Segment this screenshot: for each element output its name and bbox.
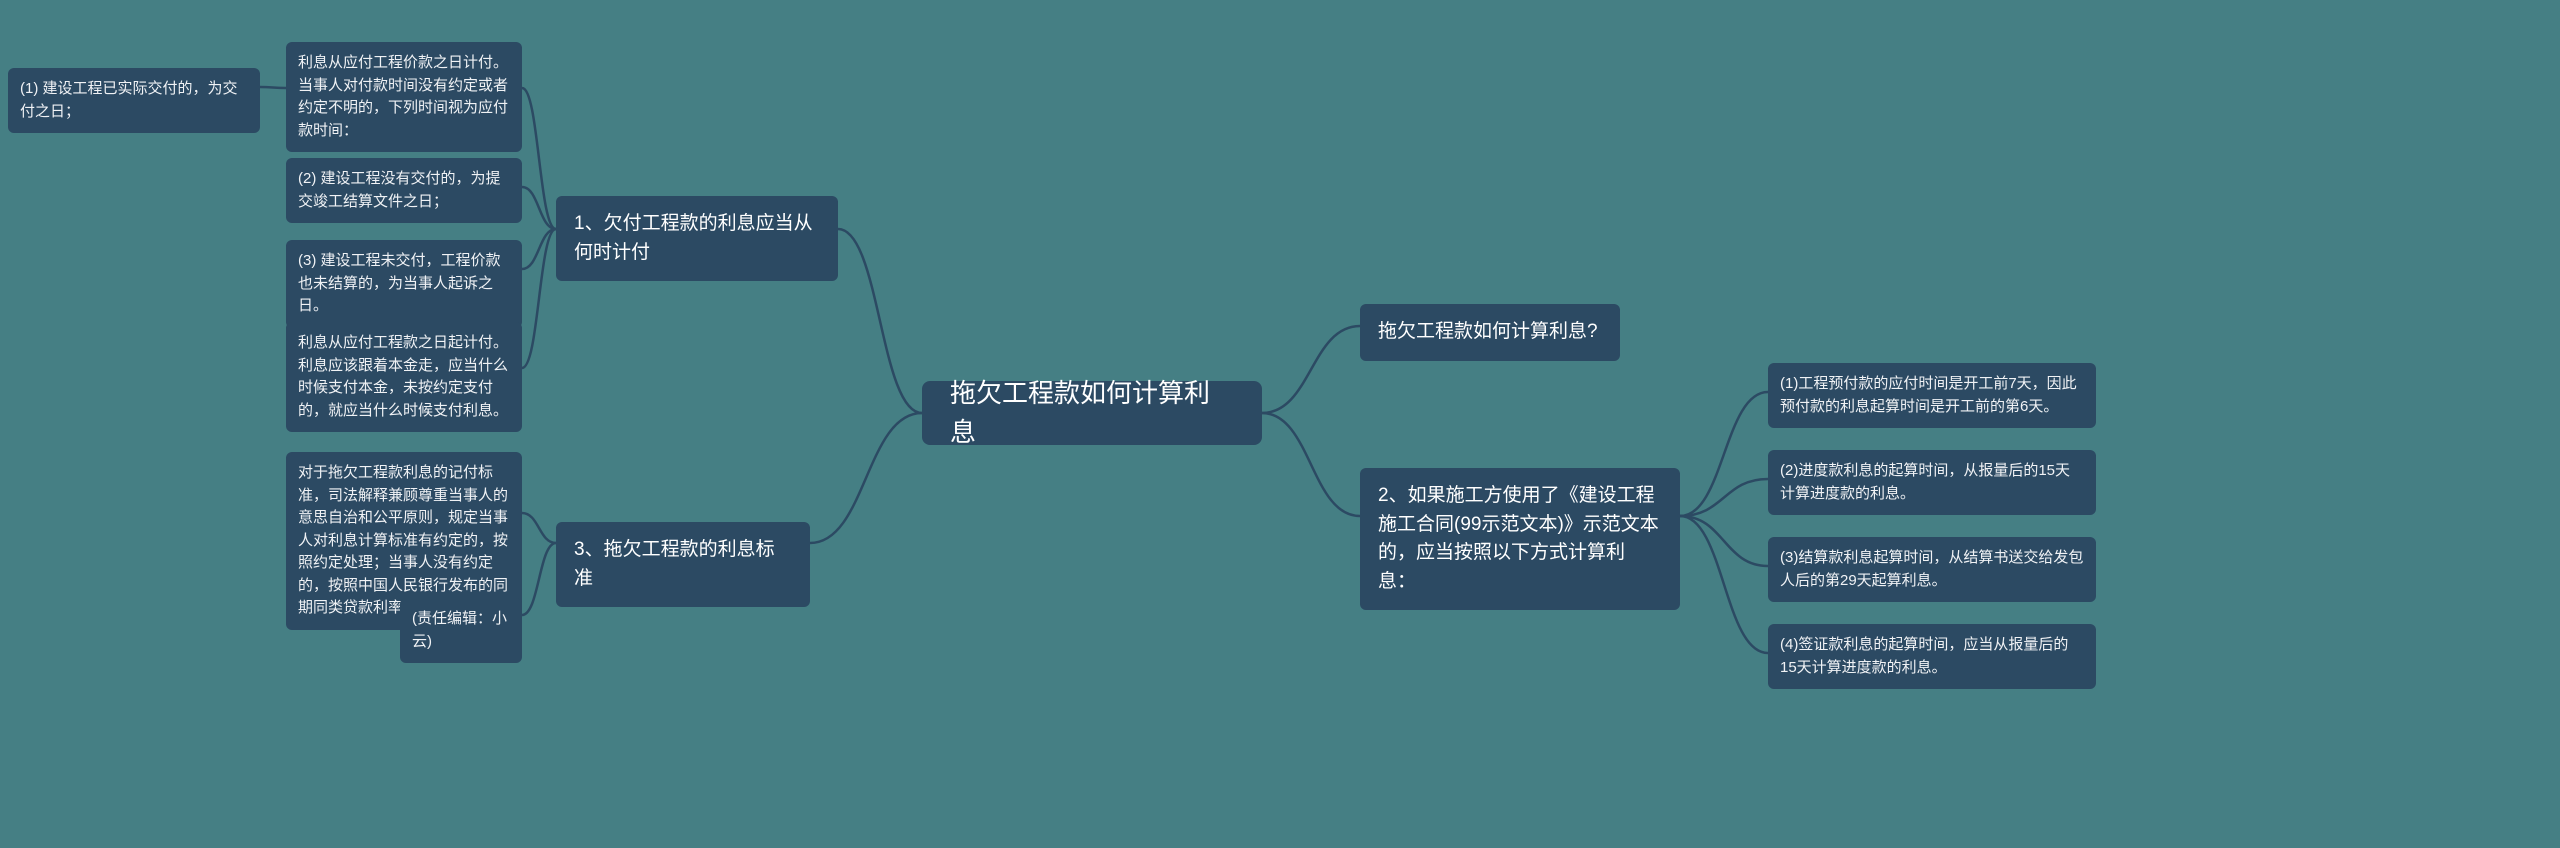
mindmap-node: 3、拖欠工程款的利息标准 (556, 522, 810, 607)
mindmap-node: (责任编辑：小云) (400, 598, 522, 663)
mindmap-node: (2) 建设工程没有交付的，为提交竣工结算文件之日； (286, 158, 522, 223)
mindmap-node: (1)工程预付款的应付时间是开工前7天，因此预付款的利息起算时间是开工前的第6天… (1768, 363, 2096, 428)
mindmap-node: (3)结算款利息起算时间，从结算书送交给发包人后的第29天起算利息。 (1768, 537, 2096, 602)
mindmap-node: (1) 建设工程已实际交付的，为交付之日； (8, 68, 260, 133)
mindmap-node: (3) 建设工程未交付，工程价款也未结算的，为当事人起诉之日。 (286, 240, 522, 328)
mindmap-node: (2)进度款利息的起算时间，从报量后的15天计算进度款的利息。 (1768, 450, 2096, 515)
root-node: 拖欠工程款如何计算利息 (922, 381, 1262, 445)
mindmap-node: 拖欠工程款如何计算利息? (1360, 304, 1620, 361)
mindmap-node: (4)签证款利息的起算时间，应当从报量后的15天计算进度款的利息。 (1768, 624, 2096, 689)
mindmap-node: 1、欠付工程款的利息应当从何时计付 (556, 196, 838, 281)
mindmap-node: 2、如果施工方使用了《建设工程施工合同(99示范文本)》示范文本的，应当按照以下… (1360, 468, 1680, 610)
mindmap-node: 利息从应付工程款之日起计付。利息应该跟着本金走，应当什么时候支付本金，未按约定支… (286, 322, 522, 432)
mindmap-node: 利息从应付工程价款之日计付。当事人对付款时间没有约定或者约定不明的，下列时间视为… (286, 42, 522, 152)
